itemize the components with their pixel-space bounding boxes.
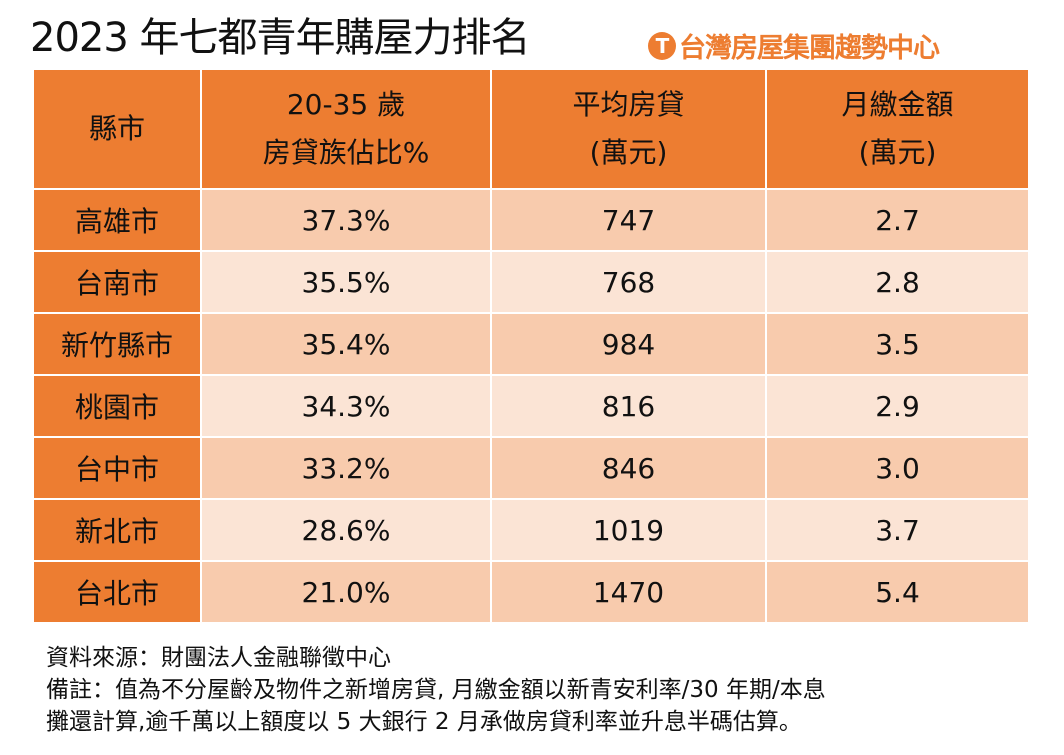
cell-monthly-payment: 3.7 [765,498,1030,562]
table-row: 台北市 21.0% 1470 5.4 [32,560,1030,624]
cell-monthly-payment: 2.8 [765,250,1030,314]
cell-ratio: 34.3% [200,374,492,438]
cell-ratio: 21.0% [200,560,492,624]
cell-city: 高雄市 [32,188,202,252]
ranking-table: 縣市 20-35 歲房貸族佔比% 平均房貸 (萬元) 月繳金額 (萬元) 高雄市 37… [32,68,1030,624]
cell-avg-loan: 1470 [490,560,767,624]
cell-city: 台中市 [32,436,202,500]
cell-ratio: 33.2% [200,436,492,500]
brand-name: 台灣房屋集團趨勢中心 [679,33,940,64]
cell-avg-loan: 816 [490,374,767,438]
source-note: 資料來源：財團法人金融聯徵中心 [46,645,391,671]
cell-avg-loan: 846 [490,436,767,500]
cell-ratio: 28.6% [200,498,492,562]
cell-ratio: 35.5% [200,250,492,314]
cell-avg-loan: 747 [490,188,767,252]
cell-ratio: 35.4% [200,312,492,376]
cell-monthly-payment: 3.5 [765,312,1030,376]
header-city: 縣市 [32,68,202,190]
table-row: 台南市 35.5% 768 2.8 [32,250,1030,314]
page-title: 2023 年七都青年購屋力排名 [30,15,531,61]
table-row: 台中市 33.2% 846 3.0 [32,436,1030,500]
header-avg-loan: 平均房貸 (萬元) [490,68,767,190]
table-row: 桃園市 34.3% 816 2.9 [32,374,1030,438]
cell-avg-loan: 1019 [490,498,767,562]
cell-city: 新北市 [32,498,202,562]
cell-monthly-payment: 5.4 [765,560,1030,624]
cell-city: 台南市 [32,250,202,314]
cell-monthly-payment: 2.9 [765,374,1030,438]
brand-logo: T 台灣房屋集團趨勢中心 [648,26,940,65]
header-monthly-payment: 月繳金額 (萬元) [765,68,1030,190]
brand-logo-icon: T [648,31,676,60]
footnotes: 資料來源：財團法人金融聯徵中心 備註：值為不分屋齡及物件之新增房貸, 月繳金額以… [46,642,826,738]
cell-city: 桃園市 [32,374,202,438]
cell-avg-loan: 984 [490,312,767,376]
remark-line-1: 備註：值為不分屋齡及物件之新增房貸, 月繳金額以新青安利率/30 年期/本息 [46,677,826,703]
table-row: 新竹縣市 35.4% 984 3.5 [32,312,1030,376]
table-row: 高雄市 37.3% 747 2.7 [32,188,1030,252]
remark-line-2: 攤還計算,逾千萬以上額度以 5 大銀行 2 月承做房貸利率並升息半碼估算。 [46,709,802,735]
header-ratio: 20-35 歲房貸族佔比% [200,68,492,190]
cell-ratio: 37.3% [200,188,492,252]
cell-city: 台北市 [32,560,202,624]
cell-city: 新竹縣市 [32,312,202,376]
table-header: 縣市 20-35 歲房貸族佔比% 平均房貸 (萬元) 月繳金額 (萬元) [32,68,1030,190]
cell-avg-loan: 768 [490,250,767,314]
table-row: 新北市 28.6% 1019 3.7 [32,498,1030,562]
cell-monthly-payment: 2.7 [765,188,1030,252]
cell-monthly-payment: 3.0 [765,436,1030,500]
